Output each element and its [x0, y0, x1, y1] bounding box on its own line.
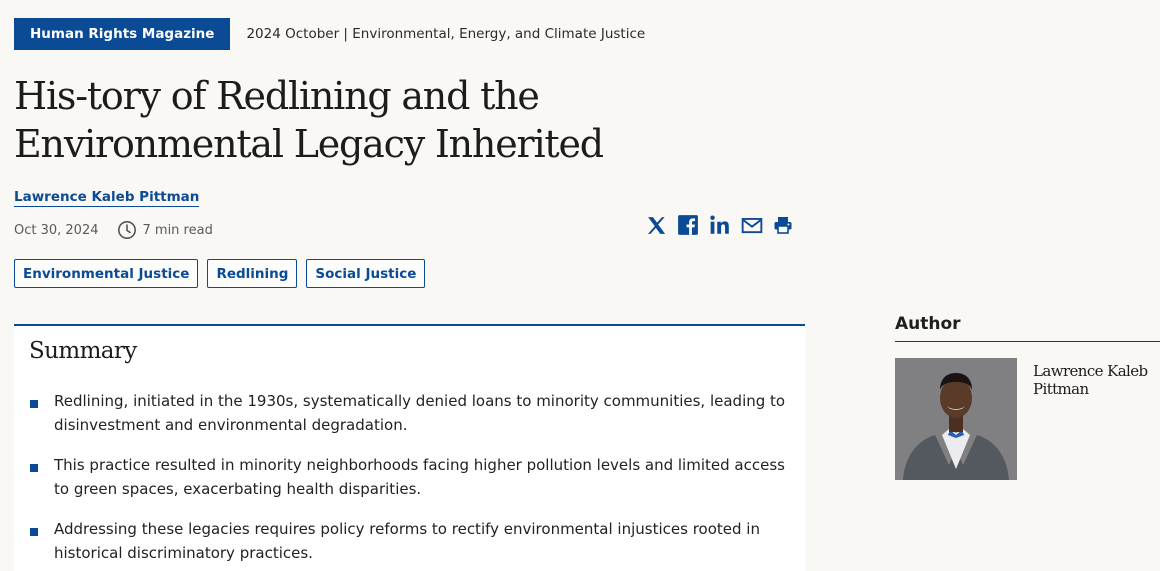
- list-item: Addressing these legacies requires polic…: [29, 517, 789, 565]
- article-topline: Human Rights Magazine 2024 October | Env…: [14, 18, 645, 50]
- summary-list: Redlining, initiated in the 1930s, syste…: [29, 389, 789, 571]
- linkedin-icon[interactable]: [709, 214, 731, 236]
- bullet-square-icon: [30, 528, 38, 536]
- bullet-square-icon: [30, 464, 38, 472]
- bullet-square-icon: [30, 400, 38, 408]
- author-photo[interactable]: [895, 358, 1017, 480]
- email-icon[interactable]: [741, 214, 763, 236]
- tag-environmental-justice[interactable]: Environmental Justice: [14, 259, 199, 288]
- summary-point: This practice resulted in minority neigh…: [54, 456, 785, 498]
- summary-point: Redlining, initiated in the 1930s, syste…: [54, 392, 786, 434]
- author-sidebar: Author Lawrence Kaleb Pittman: [895, 312, 1160, 480]
- list-item: This practice resulted in minority neigh…: [29, 453, 789, 501]
- publish-date: Oct 30, 2024: [14, 222, 99, 238]
- facebook-icon[interactable]: [677, 214, 699, 236]
- summary-box: Summary Redlining, initiated in the 1930…: [14, 324, 805, 571]
- list-item: Redlining, initiated in the 1930s, syste…: [29, 389, 789, 437]
- clock-icon: [117, 220, 137, 240]
- tag-social-justice[interactable]: Social Justice: [306, 259, 426, 288]
- magazine-badge[interactable]: Human Rights Magazine: [14, 18, 231, 50]
- summary-heading: Summary: [29, 338, 137, 364]
- share-bar: [646, 214, 803, 236]
- author-link[interactable]: Lawrence Kaleb Pittman: [14, 189, 200, 207]
- summary-point: Addressing these legacies requires polic…: [54, 520, 760, 562]
- print-icon[interactable]: [773, 215, 793, 235]
- article-meta: Oct 30, 2024 7 min read: [14, 219, 213, 241]
- issue-label[interactable]: 2024 October | Environmental, Energy, an…: [246, 26, 646, 42]
- author-card: Lawrence Kaleb Pittman: [895, 358, 1160, 480]
- sidebar-author-name[interactable]: Lawrence Kaleb Pittman: [1033, 362, 1148, 398]
- tag-redlining[interactable]: Redlining: [207, 259, 298, 288]
- sidebar-heading: Author: [895, 312, 1160, 342]
- x-icon[interactable]: [646, 215, 667, 236]
- read-time: 7 min read: [142, 222, 213, 238]
- tag-list: Environmental Justice Redlining Social J…: [14, 259, 434, 288]
- article-title: His-tory of Redlining and the Environmen…: [14, 74, 604, 166]
